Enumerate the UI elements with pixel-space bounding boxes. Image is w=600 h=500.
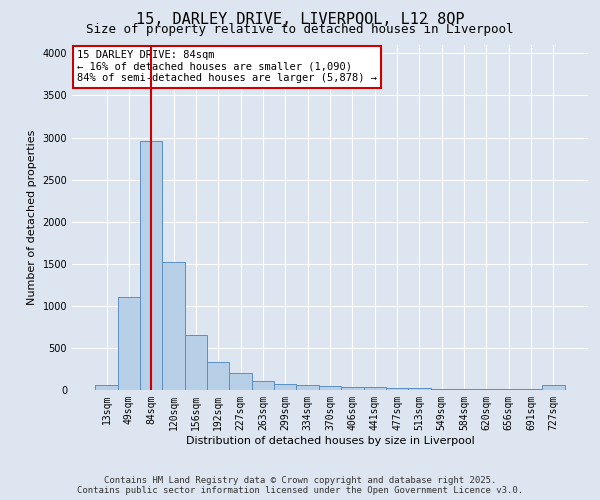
Bar <box>475 389 497 390</box>
Bar <box>118 298 140 390</box>
Bar <box>453 389 475 390</box>
Text: 15, DARLEY DRIVE, LIVERPOOL, L12 8QP: 15, DARLEY DRIVE, LIVERPOOL, L12 8QP <box>136 12 464 28</box>
Bar <box>364 388 386 390</box>
Bar <box>296 385 319 390</box>
Bar <box>408 388 431 390</box>
Bar <box>95 386 118 390</box>
Text: Size of property relative to detached houses in Liverpool: Size of property relative to detached ho… <box>86 22 514 36</box>
Bar <box>140 141 163 390</box>
Bar <box>229 373 252 390</box>
Bar <box>163 262 185 390</box>
Bar <box>542 384 565 390</box>
Bar <box>185 336 207 390</box>
Bar <box>252 380 274 390</box>
X-axis label: Distribution of detached houses by size in Liverpool: Distribution of detached houses by size … <box>185 436 475 446</box>
Text: 15 DARLEY DRIVE: 84sqm
← 16% of detached houses are smaller (1,090)
84% of semi-: 15 DARLEY DRIVE: 84sqm ← 16% of detached… <box>77 50 377 84</box>
Bar <box>341 387 364 390</box>
Bar <box>431 388 453 390</box>
Bar <box>274 384 296 390</box>
Bar <box>386 388 408 390</box>
Text: Contains HM Land Registry data © Crown copyright and database right 2025.
Contai: Contains HM Land Registry data © Crown c… <box>77 476 523 495</box>
Bar <box>207 362 229 390</box>
Y-axis label: Number of detached properties: Number of detached properties <box>27 130 37 305</box>
Bar <box>319 386 341 390</box>
